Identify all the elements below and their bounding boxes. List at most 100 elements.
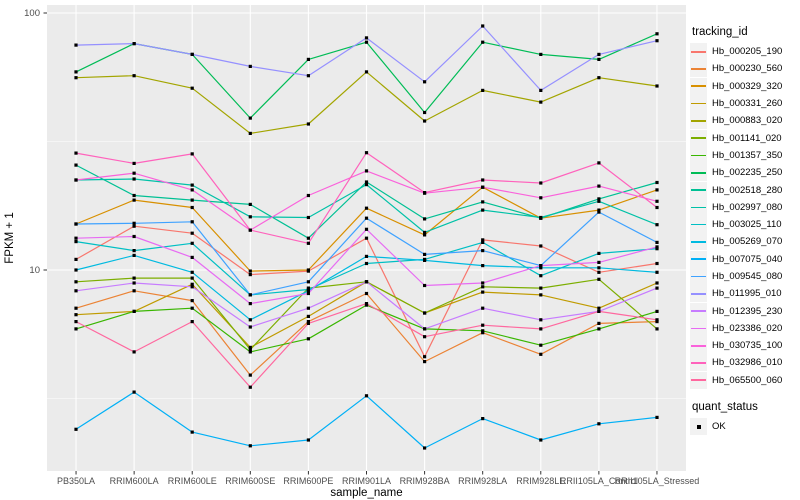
data-point — [74, 236, 78, 240]
data-point — [132, 224, 136, 228]
data-point — [597, 197, 601, 201]
legend-label: Hb_005269_070 — [712, 236, 783, 248]
x-tick-label: RRIM928LA — [458, 476, 507, 486]
legend-label: Hb_023386_020 — [712, 322, 783, 334]
legend-key-line-icon — [691, 120, 706, 122]
legend-key-swatch — [690, 285, 707, 303]
data-point — [655, 39, 659, 43]
data-point — [190, 205, 194, 210]
legend-label: Hb_009545_080 — [712, 271, 783, 282]
data-point — [655, 32, 659, 36]
data-point — [655, 320, 659, 324]
data-point — [597, 76, 601, 80]
data-point — [132, 193, 136, 198]
data-point — [364, 70, 369, 74]
data-point — [423, 360, 427, 364]
data-point — [190, 86, 194, 90]
data-point — [132, 171, 136, 175]
legend-key-swatch — [690, 43, 707, 61]
data-point — [539, 343, 543, 347]
legend-key-line-icon — [691, 50, 706, 53]
legend-label: Hb_000883_020 — [712, 115, 783, 127]
legend-key-line-icon — [691, 241, 706, 243]
data-point — [248, 444, 252, 448]
data-point — [481, 249, 485, 253]
legend-key-line-icon — [691, 171, 706, 174]
data-point — [539, 100, 543, 104]
data-point — [132, 281, 136, 285]
data-point — [655, 205, 659, 210]
data-point — [597, 251, 601, 255]
data-point — [306, 337, 310, 341]
y-tick-label: 10 — [29, 265, 40, 276]
legend-key-swatch — [690, 181, 707, 199]
legend-key-swatch — [690, 268, 707, 285]
data-point — [481, 417, 485, 421]
data-point — [481, 24, 485, 28]
data-point — [248, 293, 252, 297]
data-point — [74, 70, 78, 74]
data-point — [597, 184, 601, 188]
black-square-point-icon — [696, 424, 701, 429]
data-point — [364, 394, 369, 398]
quant-items: OK — [690, 418, 800, 436]
legend-label: Hb_032986_010 — [712, 357, 783, 369]
data-point — [364, 302, 369, 306]
legend-key-line-icon — [691, 223, 706, 226]
data-point — [481, 331, 485, 335]
legend-key-swatch — [690, 302, 707, 320]
data-point — [306, 289, 310, 293]
data-point — [190, 198, 194, 202]
legend-key-line-icon — [691, 362, 706, 364]
data-point — [364, 236, 369, 240]
data-point — [190, 276, 194, 280]
data-point — [597, 309, 601, 313]
data-point — [481, 185, 485, 189]
data-point — [423, 80, 427, 84]
legend-key-swatch — [690, 198, 707, 216]
data-point — [539, 88, 543, 92]
data-point — [655, 270, 659, 274]
legend-key-swatch — [690, 371, 707, 389]
data-point — [306, 438, 310, 442]
data-point — [132, 177, 136, 181]
legend-key-swatch — [690, 95, 707, 113]
data-point — [655, 223, 659, 227]
data-point — [132, 390, 136, 394]
data-point — [481, 40, 485, 44]
data-point — [364, 206, 369, 210]
legend-item-Hb_001141_020: Hb_001141_020 — [690, 129, 800, 147]
legend-key-line-icon — [691, 379, 706, 382]
data-point — [190, 52, 194, 56]
legend-key-line-icon — [691, 189, 706, 191]
data-point — [539, 266, 543, 270]
data-point — [190, 152, 194, 156]
data-point — [306, 193, 310, 198]
legend-item-Hb_030735_100: Hb_030735_100 — [690, 337, 800, 355]
legend-item-Hb_009545_080: Hb_009545_080 — [690, 268, 800, 285]
data-point — [597, 327, 601, 331]
legend-key-swatch — [690, 164, 707, 182]
data-point — [655, 327, 659, 331]
data-point — [539, 327, 543, 331]
legend-key-line-icon — [691, 68, 706, 70]
data-point — [74, 151, 78, 155]
legend-key-line-icon — [691, 102, 706, 105]
data-point — [306, 306, 310, 310]
legend-key-line-icon — [691, 258, 706, 261]
legend-item-Hb_003025_110: Hb_003025_110 — [690, 216, 800, 234]
data-point — [481, 306, 485, 310]
data-point — [481, 290, 485, 294]
legend-label: Hb_001141_020 — [712, 132, 782, 144]
data-point — [423, 230, 427, 234]
data-point — [481, 240, 485, 244]
data-point — [364, 151, 369, 155]
data-point — [597, 270, 601, 274]
data-point — [248, 302, 252, 306]
legend-key-swatch — [690, 112, 707, 130]
data-point — [364, 183, 369, 187]
legend-label: Hb_003025_110 — [712, 219, 782, 231]
data-point — [248, 318, 252, 322]
